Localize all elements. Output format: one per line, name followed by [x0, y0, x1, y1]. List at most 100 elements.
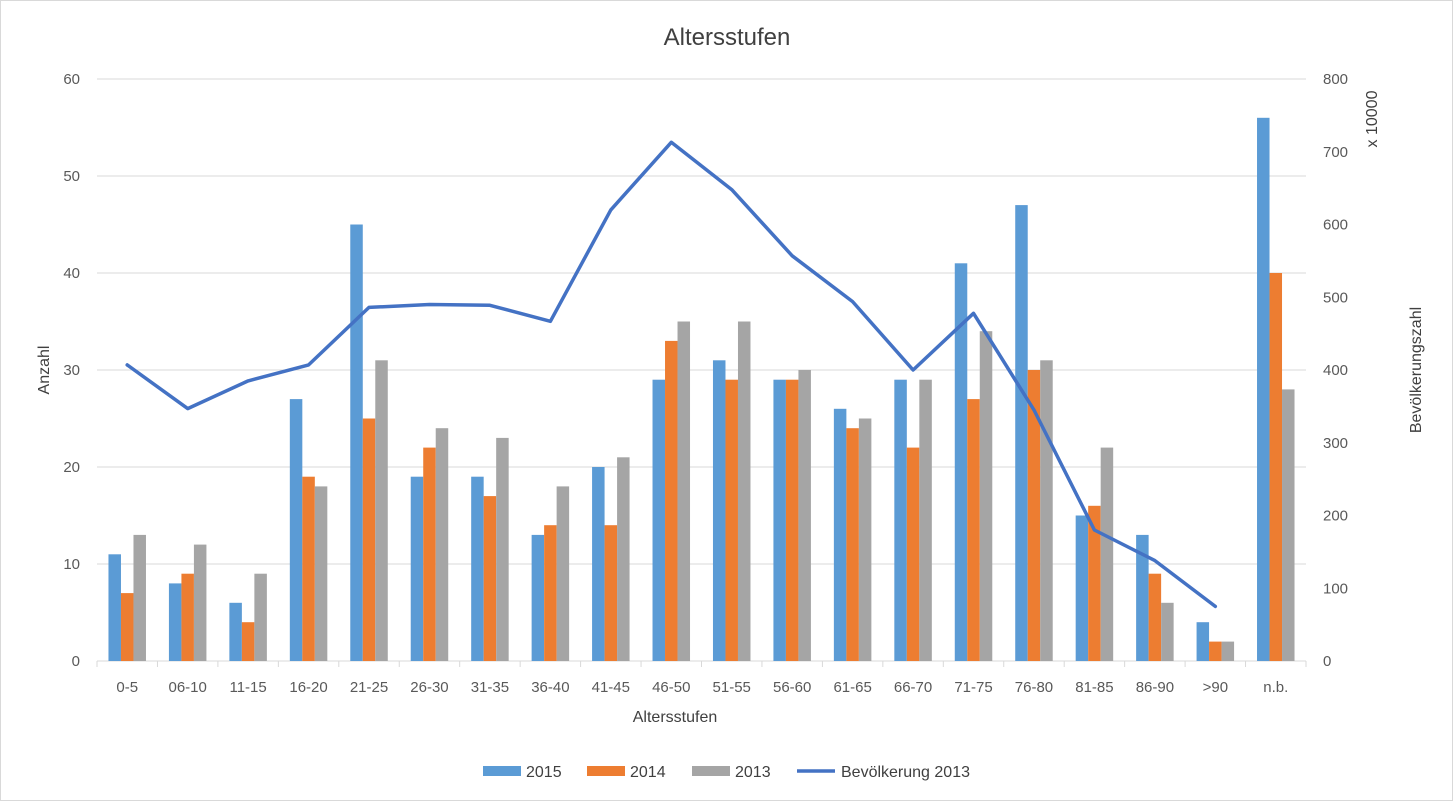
y-tick-label: 20 [63, 459, 80, 476]
y2-tick-label: 100 [1323, 580, 1348, 597]
bar-2014-31-35 [483, 496, 497, 661]
bar-2015-61-65 [833, 408, 847, 661]
x-tick-label: 61-65 [833, 679, 871, 696]
x-tick-label: 76-80 [1015, 679, 1053, 696]
x-tick-label: 31-35 [471, 679, 509, 696]
y2-axis-title: Bevölkerungszahl [1408, 307, 1425, 433]
x-tick-label: 71-75 [954, 679, 992, 696]
x-tick-label: 56-60 [773, 679, 811, 696]
bar-2014-11-15 [241, 622, 255, 661]
legend-label: Bevölkerung 2013 [841, 764, 970, 781]
bar-2015-86-90 [1136, 534, 1149, 661]
bar-2015-26-30 [410, 476, 424, 661]
y-tick-label: 30 [63, 362, 80, 379]
bar-2014-0-5 [120, 593, 134, 661]
y2-tick-label: 400 [1323, 362, 1348, 379]
y-tick-label: 10 [63, 556, 80, 573]
x-tick-label: 06-10 [168, 679, 206, 696]
y2-tick-label: 200 [1323, 508, 1348, 525]
legend-label: 2013 [735, 764, 771, 781]
x-tick-label: 66-70 [894, 679, 932, 696]
bar-2014-21-25 [362, 418, 376, 661]
x-axis-title: Altersstufen [633, 709, 717, 726]
bar-2014-71-75 [967, 399, 980, 661]
bar-2013-56-60 [798, 370, 811, 661]
x-tick-label: 0-5 [116, 679, 138, 696]
bar-2013-11-15 [254, 573, 267, 661]
bar-2013-31-35 [496, 437, 509, 661]
legend-swatch-2013 [692, 766, 730, 776]
y-tick-label: 40 [63, 265, 80, 282]
bar-2014-66-70 [906, 447, 920, 661]
chart-title: Altersstufen [664, 24, 791, 51]
y2-tick-label: 700 [1323, 144, 1348, 161]
y-tick-label: 50 [63, 168, 80, 185]
x-tick-label: n.b. [1263, 679, 1288, 696]
bar-2014->90 [1209, 641, 1222, 661]
line-Bevölkerung 2013 [125, 140, 1218, 609]
bar-2013->90 [1221, 641, 1235, 661]
legend: 2015 2014 2013 Bevölkerung 2013 [483, 764, 970, 781]
y2-tick-label: 0 [1323, 653, 1331, 670]
bar-2015-71-75 [954, 263, 968, 661]
y-tick-label: 60 [63, 71, 80, 88]
x-tick-label: 41-45 [592, 679, 630, 696]
legend-swatch-2014 [587, 766, 625, 776]
bar-2014-86-90 [1148, 573, 1162, 661]
bar-2015-31-35 [471, 476, 484, 661]
x-tick-label: >90 [1203, 679, 1228, 696]
bar-2015-21-25 [350, 224, 363, 661]
bar-2015-0-5 [108, 554, 121, 661]
y2-tick-label: 500 [1323, 289, 1348, 306]
bar-2015-36-40 [531, 534, 545, 661]
bar-2013-86-90 [1161, 602, 1174, 661]
bar-2013-66-70 [919, 379, 932, 661]
bar-2015-n.b. [1257, 117, 1270, 662]
y2-tick-label: 600 [1323, 217, 1348, 234]
bar-2014-61-65 [846, 428, 859, 661]
bar-2014-76-80 [1027, 370, 1041, 661]
bar-2015-66-70 [894, 379, 907, 661]
bar-2014-26-30 [423, 447, 436, 661]
bar-2015-11-15 [229, 602, 242, 661]
bar-2014-41-45 [604, 525, 618, 661]
bar-2014-16-20 [302, 476, 315, 661]
bar-2014-56-60 [785, 379, 799, 661]
legend-label: 2014 [630, 764, 666, 781]
bar-2013-21-25 [375, 360, 388, 661]
bar-2014-46-50 [665, 340, 678, 661]
y2-tick-label: 800 [1323, 71, 1348, 88]
bar-2014-81-85 [1088, 505, 1101, 661]
x-tick-label: 11-15 [229, 679, 266, 696]
y2-axis-unit: x 10000 [1364, 90, 1381, 147]
bar-2014-n.b. [1269, 273, 1283, 661]
x-tick-label: 51-55 [713, 679, 751, 696]
line-series [125, 140, 1218, 609]
bar-2014-51-55 [725, 379, 738, 661]
x-tick-label: 46-50 [652, 679, 690, 696]
y-axis-title: Anzahl [36, 346, 53, 395]
x-tick-label: 21-25 [350, 679, 388, 696]
bar-2015-56-60 [773, 379, 786, 661]
x-tick-label: 16-20 [289, 679, 327, 696]
bar-2013-0-5 [133, 534, 146, 661]
x-tick-label: 86-90 [1136, 679, 1174, 696]
x-tick-label: 81-85 [1075, 679, 1113, 696]
bar-2013-46-50 [677, 321, 691, 661]
bar-series [108, 117, 1295, 662]
y2-tick-label: 300 [1323, 435, 1348, 452]
legend-swatch-2015 [483, 766, 521, 776]
bar-2015-06-10 [168, 583, 182, 661]
bar-2013-16-20 [314, 486, 328, 661]
bar-2015-76-80 [1015, 205, 1028, 661]
bar-2013-36-40 [556, 486, 570, 661]
bar-2015-46-50 [652, 379, 666, 661]
bar-2013-71-75 [979, 331, 993, 661]
bar-2015-81-85 [1075, 515, 1089, 661]
bar-2013-61-65 [858, 418, 872, 661]
bar-2013-81-85 [1100, 447, 1114, 661]
tick-labels: 010203040506001002003004005006007008000-… [63, 71, 1348, 696]
bar-2013-41-45 [617, 457, 630, 661]
